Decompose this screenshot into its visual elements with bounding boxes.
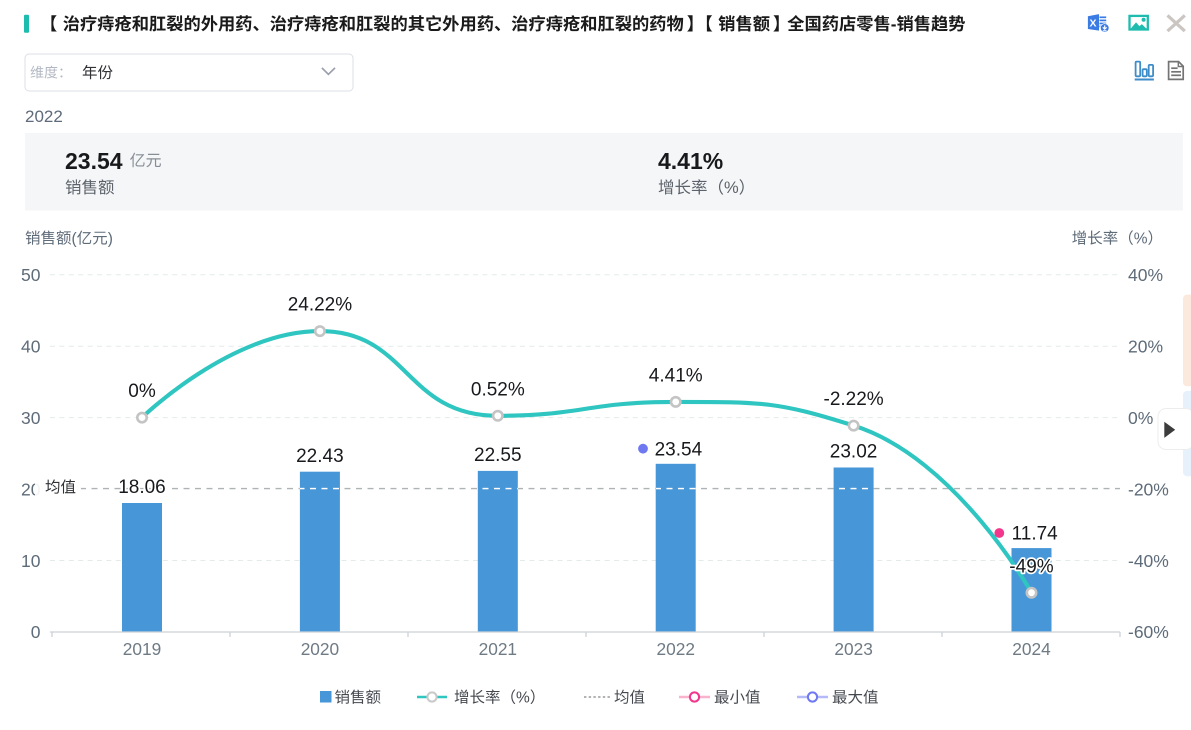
svg-text:2020: 2020 — [301, 639, 339, 659]
svg-text:10: 10 — [21, 551, 41, 571]
svg-text:-: - — [891, 14, 897, 34]
svg-text:-2.22%: -2.22% — [824, 389, 884, 410]
svg-text:(: ( — [72, 231, 78, 248]
svg-text:2023: 2023 — [834, 639, 872, 659]
svg-text:11.74: 11.74 — [1012, 524, 1059, 545]
svg-text:-20%: -20% — [1128, 479, 1169, 499]
svg-text:50: 50 — [21, 265, 41, 285]
svg-text:%: % — [516, 690, 530, 707]
svg-text:24.22%: 24.22% — [288, 295, 353, 316]
svg-text:4.41%: 4.41% — [658, 148, 723, 174]
svg-text:4.41%: 4.41% — [649, 366, 703, 387]
svg-text:): ) — [108, 231, 113, 248]
svg-text:23.02: 23.02 — [830, 442, 878, 463]
svg-text:0.52%: 0.52% — [471, 379, 525, 400]
svg-text:30: 30 — [21, 408, 41, 428]
svg-text:2021: 2021 — [479, 639, 517, 659]
svg-text:-60%: -60% — [1128, 622, 1169, 642]
svg-text:40: 40 — [21, 336, 41, 356]
svg-text:23.54: 23.54 — [65, 148, 123, 174]
svg-text:X: X — [1090, 17, 1097, 29]
svg-text:22.55: 22.55 — [474, 445, 522, 466]
svg-text:0%: 0% — [128, 381, 156, 402]
svg-text:18.06: 18.06 — [118, 477, 166, 498]
svg-text:22.43: 22.43 — [296, 446, 344, 467]
svg-text:-40%: -40% — [1128, 551, 1169, 571]
svg-text:20%: 20% — [1128, 336, 1163, 356]
svg-text:%: % — [1134, 231, 1148, 248]
svg-text:40%: 40% — [1128, 265, 1163, 285]
svg-text:0%: 0% — [1128, 408, 1153, 428]
svg-text:2022: 2022 — [657, 639, 695, 659]
svg-text:0: 0 — [31, 622, 41, 642]
svg-text:%: % — [724, 179, 739, 197]
svg-text:-49%: -49% — [1009, 556, 1053, 577]
svg-text:2019: 2019 — [123, 639, 161, 659]
svg-text:2024: 2024 — [1012, 639, 1051, 659]
svg-text:2022: 2022 — [25, 107, 63, 126]
svg-text:23.54: 23.54 — [655, 439, 703, 460]
